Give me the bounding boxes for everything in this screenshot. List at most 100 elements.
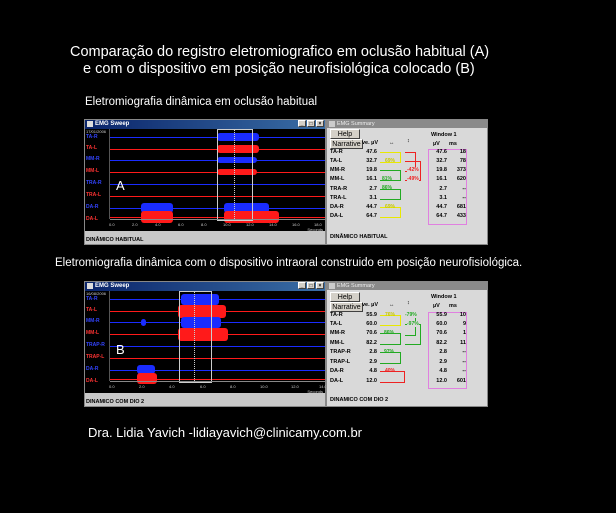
window-values-box — [428, 149, 467, 225]
section-b-heading: Eletromiografia dinâmica com o dispositi… — [55, 257, 523, 269]
narrative-button[interactable]: Narrative — [330, 139, 363, 149]
recording-date: 16/08/2006 — [86, 291, 107, 296]
minimize-button[interactable]: _ — [298, 120, 306, 127]
time-cursor[interactable] — [234, 129, 235, 219]
left-right-symmetry-header: ↔ — [389, 140, 395, 146]
channel-label: DA-R — [86, 366, 99, 372]
narrative-button[interactable]: Narrative — [330, 302, 363, 312]
window-title: EMG Summary — [337, 283, 375, 289]
symmetry-bracket — [380, 152, 401, 163]
recording-caption: DINÂMICO HABITUAL — [86, 237, 144, 243]
window-titlebar[interactable]: EMG Summary — [327, 282, 487, 290]
right-vertical-pct: -42% — [407, 167, 419, 173]
help-button[interactable]: Help — [330, 292, 360, 302]
emg-burst — [137, 365, 155, 374]
trace-da-l — [110, 379, 325, 380]
summary-row: MM-L 82.2 82.2 11 — [330, 340, 466, 346]
symmetry-bracket — [380, 170, 401, 181]
summary-row: DA-R 4.8 4.8 -- — [330, 368, 466, 374]
emg-burst — [178, 305, 226, 318]
summary-row: MM-R 19.8 19.8 373 — [330, 167, 466, 173]
minimize-button[interactable]: _ — [298, 282, 306, 289]
x-axis — [110, 381, 325, 382]
section-a-heading: Eletromiografia dinâmica em oclusão habi… — [85, 96, 318, 108]
emg-sweep-window-a: EMG Sweep _ □ × 17/01/2006 TA-R TA-L MM-… — [84, 119, 326, 245]
window-values-box — [428, 312, 467, 389]
channel-label: TA-R — [86, 134, 98, 140]
summary-row: DA-L 12.0 12.0 601 — [330, 378, 466, 384]
label-divider — [109, 291, 110, 381]
left-vertical-pct: -97% — [407, 321, 419, 327]
trap-symmetry-pct: 97% — [384, 349, 395, 355]
window-icon — [329, 283, 335, 289]
x-axis-unit: Seconds — [307, 227, 323, 232]
emg-burst — [178, 328, 228, 341]
window-label: Window 1 — [431, 294, 457, 300]
summary-row: DA-L 64.7 64.7 433 — [330, 213, 466, 219]
author-credit: Dra. Lidia Yavich -lidiayavich@clinicamy… — [88, 425, 363, 440]
emg-burst — [217, 145, 259, 153]
emg-burst — [217, 169, 257, 175]
up-down-symmetry-header: ↕ — [407, 300, 410, 306]
window-titlebar[interactable]: EMG Sweep _ □ × — [85, 120, 325, 129]
emg-burst — [217, 157, 257, 163]
emg-burst — [181, 294, 219, 305]
summary-row: TA-R 47.6 47.6 18 — [330, 149, 466, 155]
mm-symmetry-pct: 86% — [384, 330, 395, 336]
right-vertical-pct: -79% — [405, 312, 417, 318]
panel-letter: A — [116, 178, 125, 193]
trace-da-r — [110, 370, 325, 371]
close-button[interactable]: × — [316, 120, 324, 127]
summary-row: TRA-R 2.7 2.7 -- — [330, 186, 466, 192]
channel-label: MM-R — [86, 156, 100, 162]
emg-summary-window-b: EMG Summary Help Narrative ve. µV ↔ ↕ Wi… — [326, 281, 488, 407]
vertical-bracket — [405, 324, 421, 345]
summary-row: TA-L 32.7 32.7 78 — [330, 158, 466, 164]
summary-row: TA-L 60.0 60.0 9 — [330, 321, 466, 327]
summary-row: TRAP-L 2.9 2.9 -- — [330, 359, 466, 365]
channel-label: DA-L — [86, 216, 98, 222]
window-titlebar[interactable]: EMG Summary — [327, 120, 487, 128]
label-divider — [109, 129, 110, 219]
ta-symmetry-pct: 76% — [385, 312, 396, 318]
channel-label: TA-R — [86, 296, 98, 302]
emg-summary-window-a: EMG Summary Help Narrative ve. µV ↔ ↕ Wi… — [326, 119, 488, 245]
channel-label: MM-L — [86, 330, 100, 336]
time-cursor[interactable] — [194, 291, 195, 381]
close-button[interactable]: × — [316, 282, 324, 289]
channel-label: TRA-R — [86, 180, 102, 186]
window-titlebar[interactable]: EMG Sweep _ □ × — [85, 282, 325, 291]
summary-row: MM-L 16.1 16.1 620 — [330, 176, 466, 182]
ms-header: ms — [449, 303, 457, 309]
analysis-window[interactable] — [179, 291, 212, 383]
recording-caption: DINAMICO COM DIO 2 — [86, 399, 145, 405]
emg-plot-area[interactable]: 17/01/2006 TA-R TA-L MM-R MM-L TRA-R TRA… — [85, 129, 325, 232]
avg-uv-header: ve. µV — [362, 302, 379, 308]
summary-row: TRA-L 3.1 3.1 -- — [330, 195, 466, 201]
channel-label: TRA-L — [86, 192, 101, 198]
analysis-window[interactable] — [217, 129, 253, 221]
up-down-symmetry-header: ↕ — [407, 138, 410, 144]
ms-header: ms — [449, 141, 457, 147]
symmetry-bracket — [380, 189, 401, 200]
emg-plot-area[interactable]: 16/08/2006 TA-R TA-L MM-R MM-L TRAP-R TR… — [85, 291, 327, 394]
panel-letter: B — [116, 342, 125, 357]
emg-burst — [137, 373, 157, 384]
channel-label: MM-R — [86, 318, 100, 324]
window-icon — [87, 121, 93, 127]
uv-header: µV — [433, 141, 440, 147]
channel-label: TA-L — [86, 145, 98, 151]
x-axis — [110, 219, 325, 220]
summary-row: DA-R 44.7 44.7 681 — [330, 204, 466, 210]
channel-label: TRAP-L — [86, 354, 105, 360]
maximize-button[interactable]: □ — [307, 120, 315, 127]
ta-symmetry-pct: 69% — [385, 158, 396, 164]
help-button[interactable]: Help — [330, 129, 360, 139]
window-label: Window 1 — [431, 132, 457, 138]
x-axis-unit: Seconds — [307, 389, 323, 394]
left-vertical-pct: -49% — [407, 176, 419, 182]
main-title-line2: e com o dispositivo em posição neurofisi… — [83, 61, 475, 77]
maximize-button[interactable]: □ — [307, 282, 315, 289]
recording-caption: DINÂMICO HABITUAL — [330, 234, 388, 240]
summary-row: MM-R 70.6 70.6 1 — [330, 330, 466, 336]
